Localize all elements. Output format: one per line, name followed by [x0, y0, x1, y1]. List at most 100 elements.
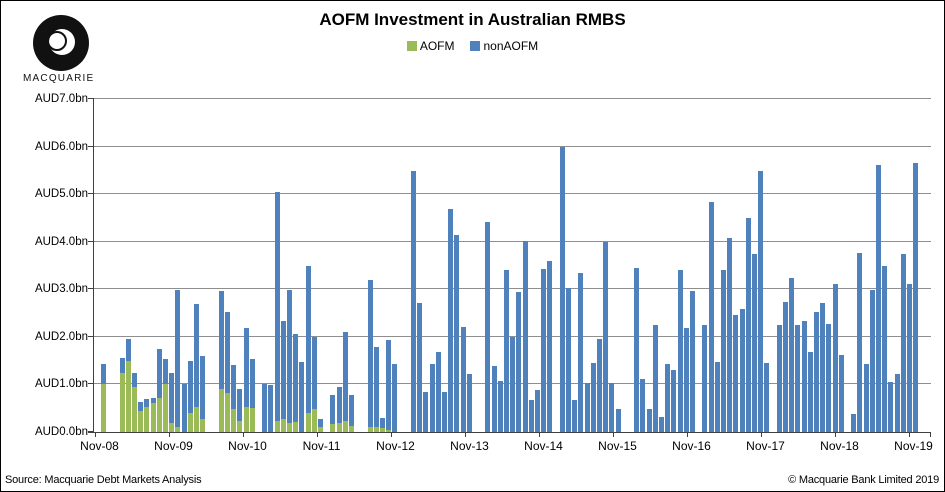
bar-segment-nonaofm: [243, 328, 249, 407]
bar-Sep-10: [237, 389, 243, 432]
bar-Apr-18: [801, 321, 807, 432]
bar-segment-nonaofm: [280, 321, 286, 419]
bar-segment-nonaofm: [460, 326, 466, 432]
bar-segment-aofm: [336, 422, 342, 432]
bar-Aug-09: [156, 349, 162, 432]
bar-segment-nonaofm: [150, 397, 156, 403]
bar-Mar-12: [349, 394, 354, 432]
bar-Oct-18: [838, 354, 844, 432]
bar-segment-nonaofm: [714, 362, 720, 432]
bar-Mar-15: [572, 399, 578, 432]
bar-Apr-11: [280, 321, 286, 432]
bar-segment-nonaofm: [386, 340, 392, 430]
bar-Jun-09: [144, 399, 150, 432]
bar-Jun-19: [888, 382, 894, 432]
bar-Apr-09: [132, 372, 137, 432]
source-note: Source: Macquarie Debt Markets Analysis: [5, 474, 202, 486]
bar-segment-nonaofm: [423, 392, 429, 432]
bar-Feb-18: [789, 277, 795, 432]
bar-Sep-11: [311, 337, 317, 432]
bar-Apr-16: [652, 325, 658, 432]
bar-Jan-17: [708, 201, 714, 432]
bar-segment-aofm: [373, 427, 379, 432]
bar-segment-aofm: [311, 408, 317, 432]
bar-Sep-18: [832, 283, 838, 432]
bar-segment-nonaofm: [138, 402, 144, 411]
bar-Sep-19: [907, 284, 912, 432]
x-axis-label: Nov-14: [524, 439, 563, 453]
bar-segment-nonaofm: [851, 414, 857, 432]
bar-Jul-13: [448, 208, 454, 432]
bar-segment-nonaofm: [727, 237, 733, 432]
bar-Oct-13: [466, 374, 472, 432]
bar-segment-nonaofm: [634, 268, 640, 432]
bar-May-14: [510, 337, 516, 432]
bar-segment-nonaofm: [367, 280, 373, 428]
bar-Jan-11: [262, 384, 268, 432]
bar-Feb-17: [714, 362, 720, 432]
bar-segment-aofm: [243, 406, 249, 432]
bar-segment-nonaofm: [299, 361, 305, 432]
bar-May-18: [807, 352, 813, 432]
bar-segment-aofm: [231, 409, 237, 432]
bar-Jan-16: [634, 268, 640, 432]
bar-segment-nonaofm: [807, 352, 813, 432]
bar-segment-nonaofm: [609, 383, 615, 432]
bar-Aug-10: [231, 365, 237, 432]
bar-Jan-10: [187, 361, 193, 432]
bar-segment-nonaofm: [237, 389, 243, 422]
x-axis-label: Nov-13: [450, 439, 489, 453]
bar-segment-nonaofm: [287, 290, 292, 423]
bar-segment-nonaofm: [218, 290, 224, 389]
bar-Aug-14: [528, 399, 534, 432]
gridline: [94, 288, 931, 290]
legend-item-aofm: AOFM: [406, 39, 454, 53]
y-axis-tick: [88, 383, 94, 385]
bar-Oct-15: [615, 408, 621, 432]
bar-Oct-14: [541, 269, 547, 432]
bar-segment-nonaofm: [597, 338, 602, 432]
bar-Feb-09: [119, 358, 125, 432]
bar-Feb-10: [194, 303, 199, 432]
bar-segment-nonaofm: [163, 359, 168, 385]
bar-Jul-11: [299, 361, 305, 432]
bar-segment-nonaofm: [795, 325, 801, 432]
bar-segment-nonaofm: [336, 386, 342, 423]
bar-Dec-17: [776, 325, 782, 432]
bar-segment-aofm: [169, 423, 175, 432]
bar-segment-aofm: [280, 418, 286, 432]
bar-segment-nonaofm: [559, 146, 565, 432]
bar-Dec-11: [330, 394, 336, 432]
bar-segment-nonaofm: [125, 339, 131, 361]
chart-title: AOFM Investment in Australian RMBS: [319, 10, 626, 29]
bar-segment-nonaofm: [838, 354, 844, 432]
bar-May-16: [659, 416, 664, 432]
x-axis-label: Nov-17: [746, 439, 785, 453]
bar-segment-aofm: [132, 386, 137, 432]
bar-segment-nonaofm: [305, 265, 311, 414]
x-axis-label: Nov-08: [80, 439, 119, 453]
bar-Oct-09: [169, 372, 175, 432]
bar-segment-nonaofm: [801, 321, 807, 432]
bar-segment-nonaofm: [590, 362, 596, 432]
bar-Aug-19: [900, 254, 906, 432]
bar-Nov-09: [175, 290, 181, 432]
bar-segment-nonaofm: [566, 288, 571, 432]
bar-segment-nonaofm: [373, 346, 379, 428]
bar-segment-nonaofm: [101, 364, 106, 385]
bar-segment-nonaofm: [783, 302, 788, 432]
bar-May-19: [882, 265, 888, 432]
bar-May-11: [287, 290, 292, 432]
x-axis-tick: [243, 432, 244, 437]
bar-segment-nonaofm: [547, 260, 553, 432]
bar-Jun-18: [814, 312, 819, 432]
bar-segment-nonaofm: [293, 334, 299, 422]
bar-Jul-19: [894, 373, 900, 432]
bar-segment-nonaofm: [739, 308, 745, 432]
bar-segment-nonaofm: [640, 378, 646, 432]
bar-Jan-13: [411, 170, 416, 432]
x-axis-label: Nov-10: [228, 439, 267, 453]
x-axis-label: Nov-12: [376, 439, 415, 453]
bar-segment-nonaofm: [857, 253, 863, 432]
bar-segment-nonaofm: [516, 292, 522, 432]
